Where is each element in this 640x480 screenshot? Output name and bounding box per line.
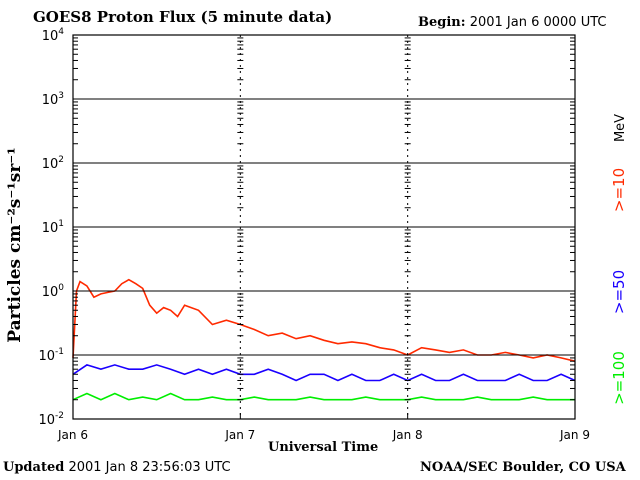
x-tick-label: Jan 6 [57, 428, 88, 442]
updated-value: 2001 Jan 8 23:56:03 UTC [68, 460, 231, 475]
y-tick-label: 103 [42, 91, 64, 108]
y-tick-label: 104 [42, 27, 65, 44]
begin-label: Begin: [418, 15, 466, 30]
y-tick-label: 100 [42, 283, 65, 300]
series-line [72, 392, 575, 401]
legend-unit: MeV [613, 114, 628, 142]
plot-frame [72, 34, 576, 420]
series-line [72, 278, 576, 362]
legend-entry: >=10 [610, 168, 628, 212]
y-tick-label: 101 [42, 219, 64, 236]
begin-time: Begin: 2001 Jan 6 0000 UTC [418, 15, 606, 30]
y-tick-label: 10-2 [38, 411, 64, 428]
chart-title: GOES8 Proton Flux (5 minute data) [33, 8, 333, 26]
updated-time: Updated 2001 Jan 8 23:56:03 UTC [3, 460, 231, 475]
series-line [72, 364, 576, 382]
y-tick-label: 10-1 [38, 347, 64, 364]
legend-entry: >=50 [610, 270, 628, 314]
updated-label: Updated [3, 460, 65, 475]
y-tick-label: 102 [42, 155, 64, 172]
x-axis-label: Universal Time [268, 440, 379, 455]
x-tick-label: Jan 8 [392, 428, 423, 442]
x-tick-label: Jan 7 [224, 428, 255, 442]
y-axis-label: Particles cm⁻²s⁻¹sr⁻¹ [5, 147, 25, 342]
begin-value: 2001 Jan 6 0000 UTC [469, 15, 607, 30]
credit-text: NOAA/SEC Boulder, CO USA [420, 460, 626, 475]
legend-entry: >=100 [610, 351, 628, 405]
x-tick-label: Jan 9 [559, 428, 590, 442]
